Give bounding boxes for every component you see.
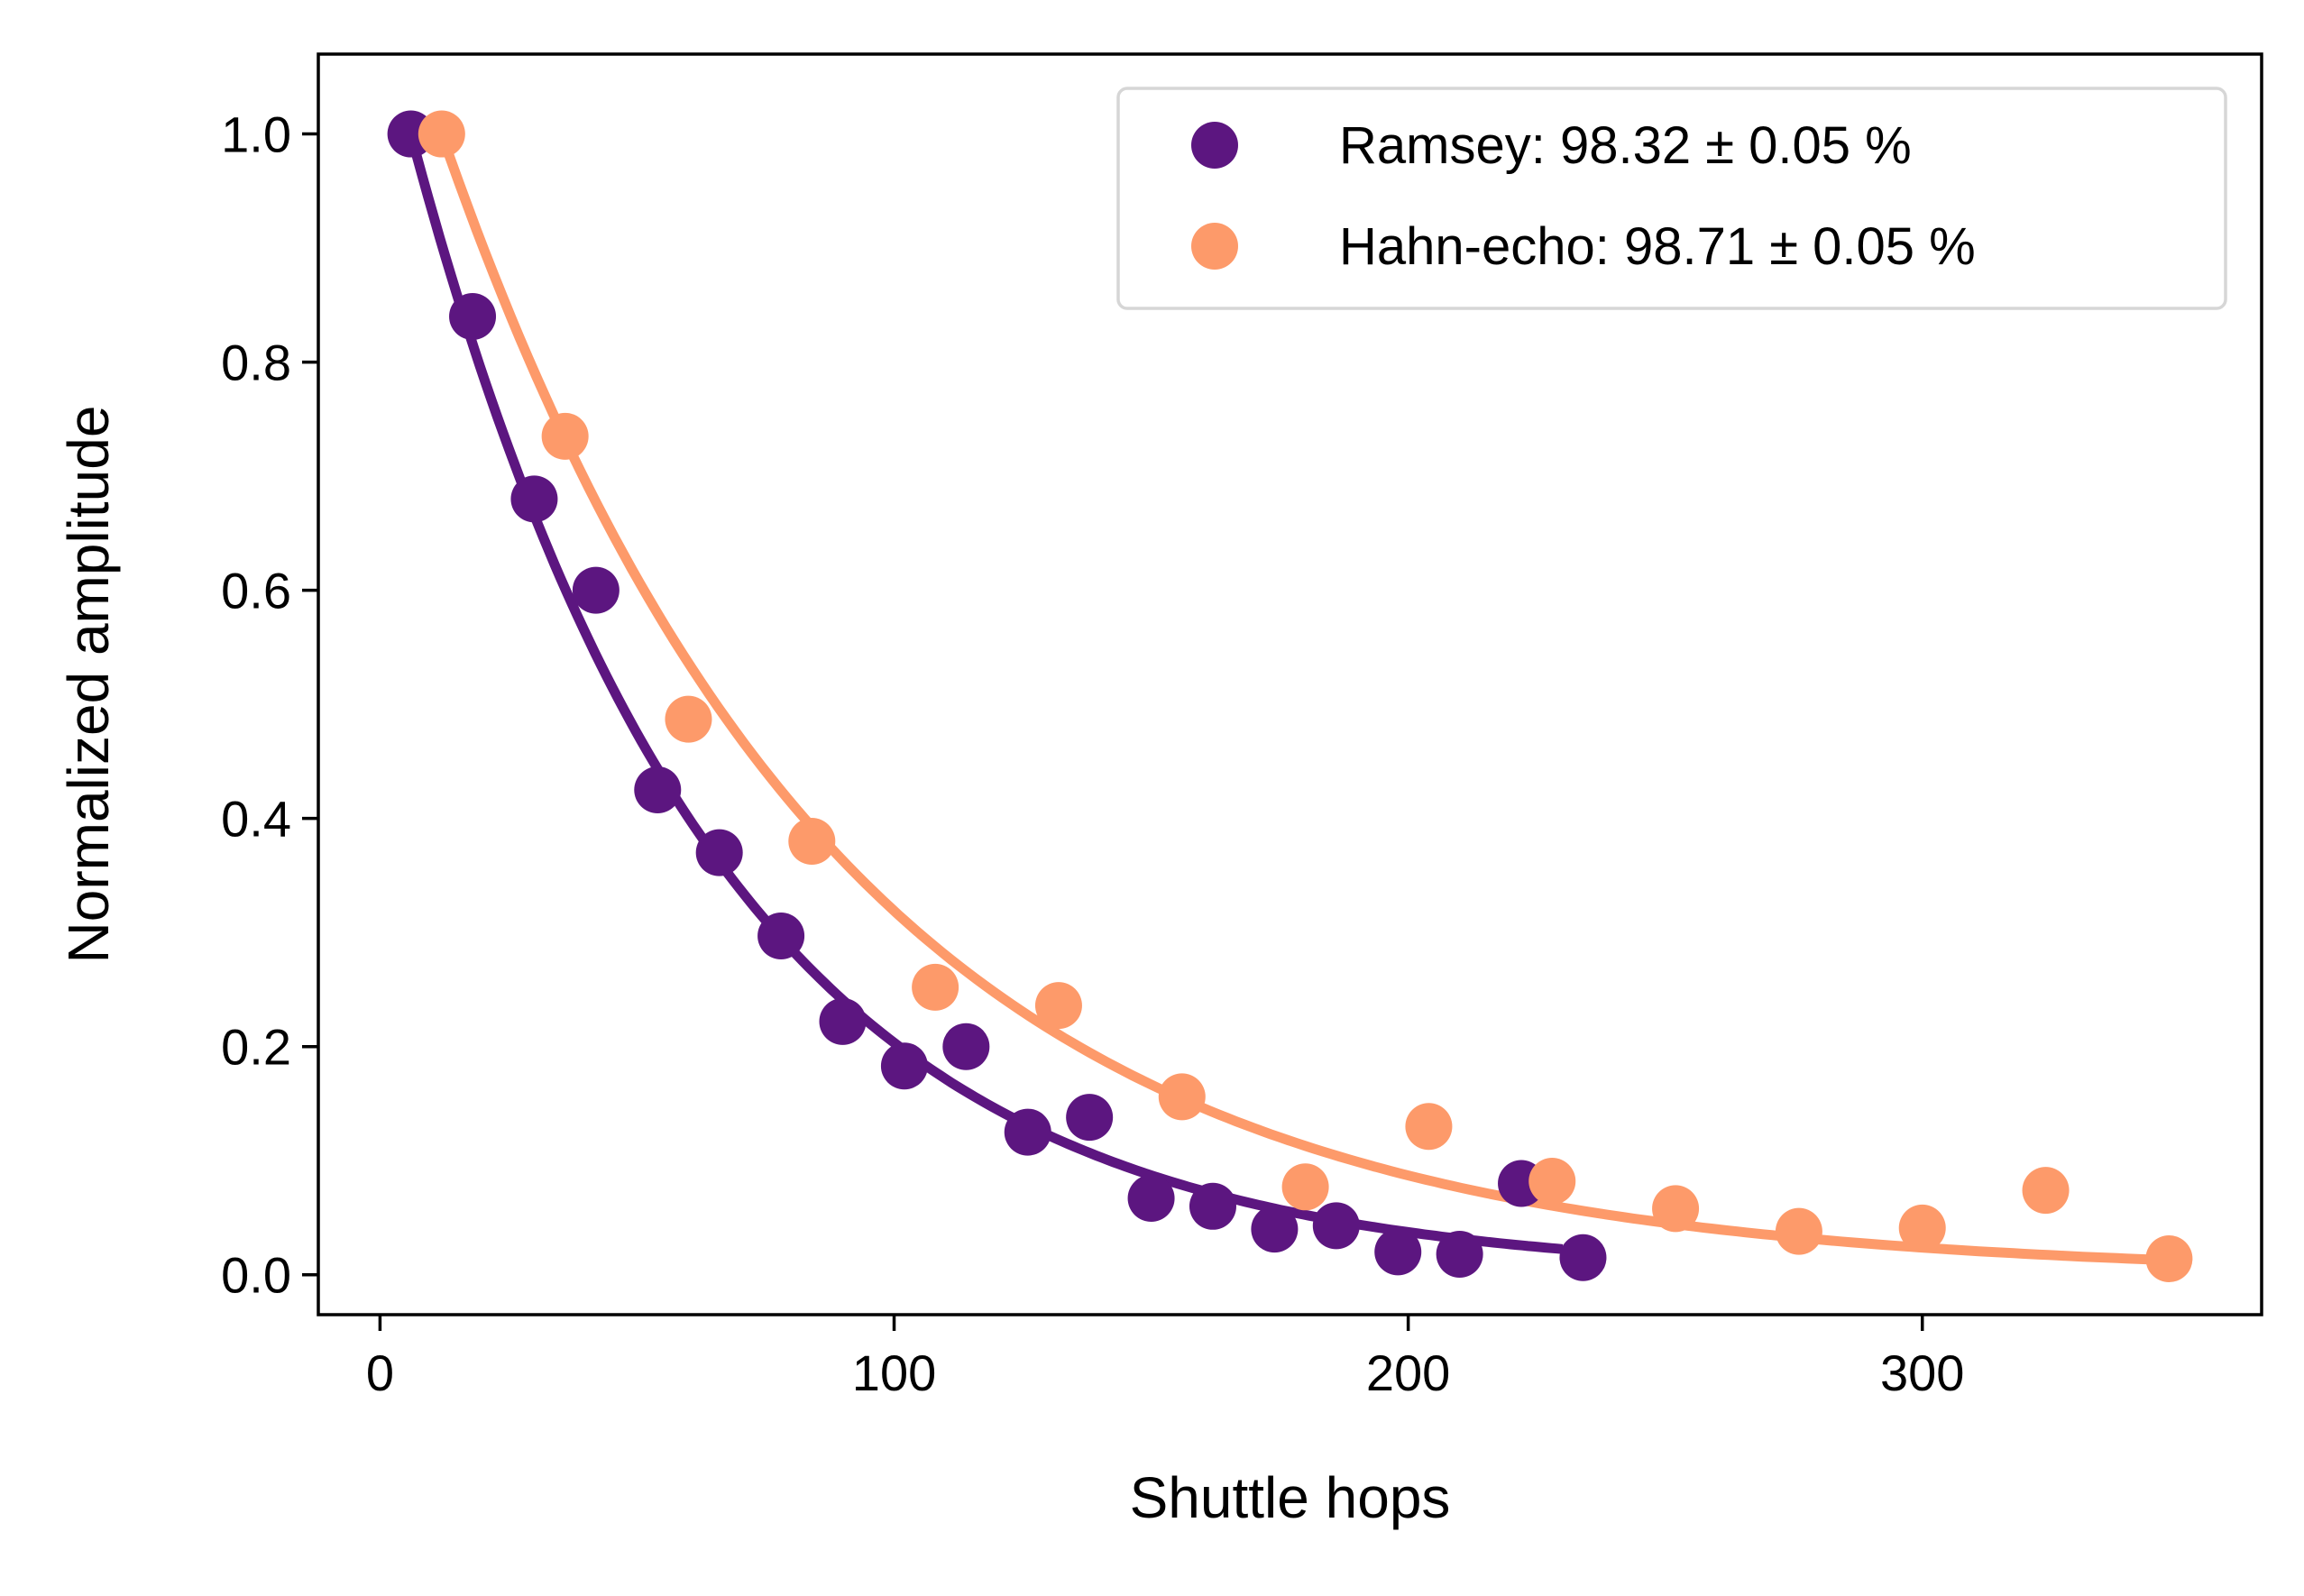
x-axis-title: Shuttle hops [1130,1465,1451,1530]
data-point-s0 [880,1042,928,1090]
data-point-s1 [1775,1207,1822,1255]
y-tick-label: 0.6 [221,563,291,619]
legend-label: Ramsey: 98.32 ± 0.05 % [1339,116,1912,175]
data-point-s1 [418,110,465,158]
x-tick-label: 200 [1366,1344,1450,1401]
legend-marker [1191,122,1238,169]
legend: Ramsey: 98.32 ± 0.05 % Hahn-echo: 98.71 ±… [1116,87,2227,310]
fit-line-1 [436,132,2170,1266]
y-tick-label: 0.2 [221,1019,291,1076]
legend-marker [1191,223,1238,270]
data-point-s1 [788,817,836,865]
legend-label: Hahn-echo: 98.71 ± 0.05 % [1339,217,1976,276]
y-axis-title: Normalized amplitude [56,406,121,964]
data-point-s1 [1405,1103,1453,1151]
data-point-s0 [1127,1174,1175,1222]
fit-lines [406,132,2170,1266]
data-point-s0 [695,829,743,876]
data-point-s0 [819,997,867,1045]
data-point-s1 [912,963,959,1011]
data-point-s1 [2145,1235,2193,1283]
data-point-s1 [1652,1185,1700,1233]
data-point-s1 [1528,1157,1576,1205]
y-tick-label: 0.4 [221,791,291,848]
data-point-s1 [665,695,712,743]
data-point-s0 [1066,1094,1114,1142]
data-point-s1 [1281,1163,1329,1211]
data-point-s0 [1004,1108,1051,1156]
data-points [387,110,2193,1283]
data-point-s0 [1251,1206,1299,1253]
data-point-s0 [942,1023,990,1070]
y-tick-label: 1.0 [221,106,291,163]
data-point-s0 [1189,1182,1236,1230]
y-tick-label: 0.0 [221,1247,291,1304]
x-tick-label: 300 [1880,1344,1964,1401]
data-point-s1 [1898,1204,1946,1252]
data-point-s0 [1559,1234,1607,1281]
plot-frame [317,52,2263,1316]
data-point-s1 [541,412,589,460]
x-axis: 0 100 200 300 [366,1315,1964,1401]
data-point-s0 [1436,1230,1483,1278]
data-point-s1 [1034,982,1082,1030]
y-tick-label: 0.8 [221,335,291,391]
fit-line-0 [406,133,1564,1254]
y-axis: 0.0 0.2 0.4 0.6 0.8 1.0 [221,106,318,1304]
data-point-s1 [1158,1073,1206,1121]
x-tick-label: 0 [366,1344,394,1401]
data-point-s0 [1374,1228,1422,1276]
data-point-s0 [572,566,620,614]
legend-box [1116,87,2227,310]
data-point-s1 [2022,1167,2070,1215]
data-point-s0 [757,912,805,959]
x-tick-label: 100 [852,1344,936,1401]
data-point-s0 [634,766,682,814]
data-point-s0 [449,292,497,340]
data-point-s0 [510,475,558,523]
data-point-s0 [1312,1202,1360,1250]
